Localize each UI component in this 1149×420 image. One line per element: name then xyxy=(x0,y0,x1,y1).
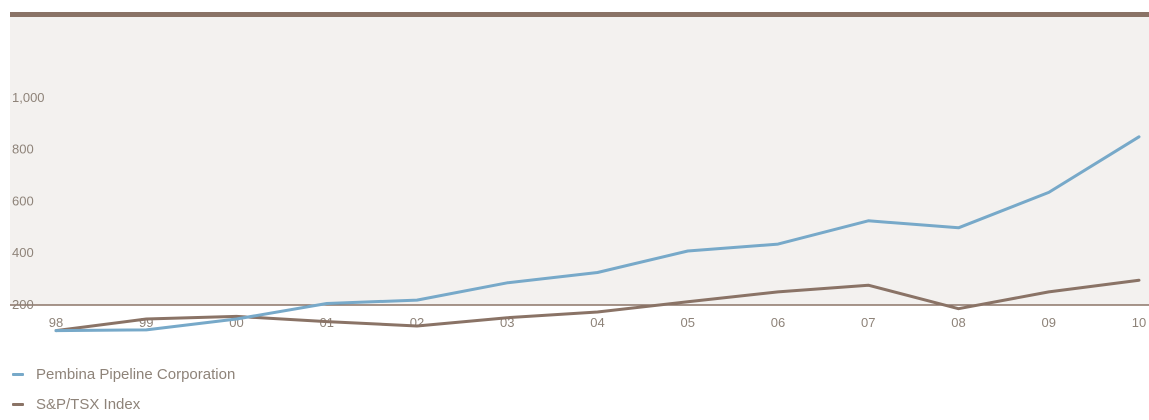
legend-swatch-pembina xyxy=(12,372,24,376)
y-tick-label: 200 xyxy=(12,297,34,312)
y-tick-label: 800 xyxy=(12,142,34,157)
x-tick-label: 04 xyxy=(590,315,604,330)
legend-item-pembina: Pembina Pipeline Corporation xyxy=(12,360,235,388)
x-tick-label: 08 xyxy=(951,315,965,330)
x-tick-label: 07 xyxy=(861,315,875,330)
legend-label-pembina: Pembina Pipeline Corporation xyxy=(36,365,236,383)
x-tick-label: 05 xyxy=(681,315,695,330)
legend-label-sptsx: S&P/TSX Index xyxy=(36,395,141,413)
y-tick-label: 1,000 xyxy=(12,90,45,105)
legend: Pembina Pipeline Corporation S&P/TSX Ind… xyxy=(12,360,235,420)
y-axis-ticks: 200 400 600 800 1,000 xyxy=(12,90,45,312)
legend-swatch-sptsx xyxy=(12,402,24,406)
series-line-pembina-pipeline-corporation xyxy=(54,135,1141,333)
x-tick-label: 99 xyxy=(139,315,153,330)
top-border xyxy=(10,12,1149,17)
plot-background xyxy=(10,15,1149,305)
legend-item-sptsx: S&P/TSX Index xyxy=(12,390,235,418)
x-tick-label: 09 xyxy=(1042,315,1056,330)
y-tick-label: 400 xyxy=(12,245,34,260)
y-tick-label: 600 xyxy=(12,193,34,208)
x-tick-label: 10 xyxy=(1132,315,1146,330)
series-line-s-p-tsx-index xyxy=(54,278,1141,333)
x-tick-label: 06 xyxy=(771,315,785,330)
x-tick-label: 02 xyxy=(410,315,424,330)
x-tick-label: 98 xyxy=(49,315,63,330)
series-lines xyxy=(54,135,1141,333)
